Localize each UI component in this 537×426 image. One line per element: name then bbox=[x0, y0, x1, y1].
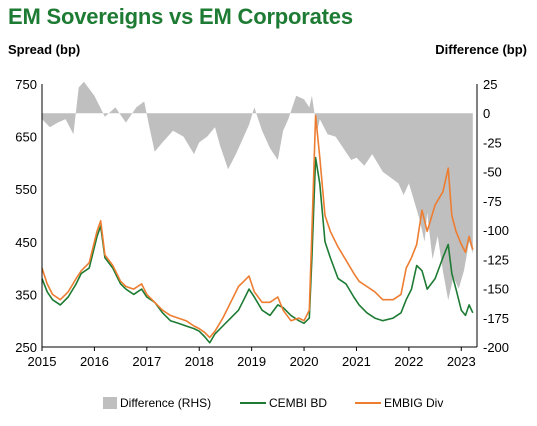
chart-title: EM Sovereigns vs EM Corporates bbox=[8, 4, 353, 29]
legend-label: EMBIG Div bbox=[384, 396, 443, 410]
right-axis-ticks: -200 -175 -150 -125 -100 -75 -50 -25 0 25 bbox=[483, 77, 509, 355]
series-difference-rhs bbox=[42, 81, 473, 301]
plot-area bbox=[41, 81, 478, 348]
series-cembi-bd bbox=[41, 156, 474, 344]
legend-label: CEMBI BD bbox=[269, 396, 327, 410]
right-tick-label: -125 bbox=[483, 252, 509, 267]
right-axis-title: Difference (bp) bbox=[435, 42, 527, 57]
legend: Difference (RHS) CEMBI BD EMBIG Div bbox=[103, 396, 443, 410]
x-axis-ticks: 2015 2016 2017 2018 2019 2020 2021 2022 2023 bbox=[28, 347, 476, 369]
legend-swatch bbox=[103, 397, 117, 409]
right-tick-label: -50 bbox=[483, 165, 502, 180]
left-tick-label: 550 bbox=[15, 182, 37, 197]
right-tick-label: 0 bbox=[483, 106, 490, 121]
left-tick-label: 250 bbox=[15, 340, 37, 355]
right-tick-label: -100 bbox=[483, 223, 509, 238]
left-tick-label: 450 bbox=[15, 235, 37, 250]
right-tick-label: -200 bbox=[483, 340, 509, 355]
x-tick-label: 2020 bbox=[290, 354, 319, 369]
x-tick-label: 2018 bbox=[185, 354, 214, 369]
left-tick-label: 350 bbox=[15, 287, 37, 302]
left-tick-label: 650 bbox=[15, 130, 37, 145]
x-tick-label: 2015 bbox=[28, 354, 57, 369]
left-axis-ticks: 250 350 450 550 650 750 bbox=[15, 77, 37, 355]
x-tick-label: 2021 bbox=[342, 354, 371, 369]
x-tick-label: 2017 bbox=[132, 354, 161, 369]
x-tick-label: 2023 bbox=[447, 354, 476, 369]
right-tick-label: 25 bbox=[483, 77, 497, 92]
right-tick-label: -75 bbox=[483, 194, 502, 209]
right-tick-label: -25 bbox=[483, 135, 502, 150]
right-tick-label: -175 bbox=[483, 311, 509, 326]
left-tick-label: 750 bbox=[15, 77, 37, 92]
series-embig-div bbox=[41, 114, 474, 339]
x-tick-label: 2016 bbox=[80, 354, 109, 369]
left-axis-title: Spread (bp) bbox=[8, 42, 81, 57]
x-tick-label: 2022 bbox=[394, 354, 423, 369]
right-tick-label: -150 bbox=[483, 282, 509, 297]
legend-label: Difference (RHS) bbox=[120, 396, 211, 410]
x-tick-label: 2019 bbox=[237, 354, 266, 369]
